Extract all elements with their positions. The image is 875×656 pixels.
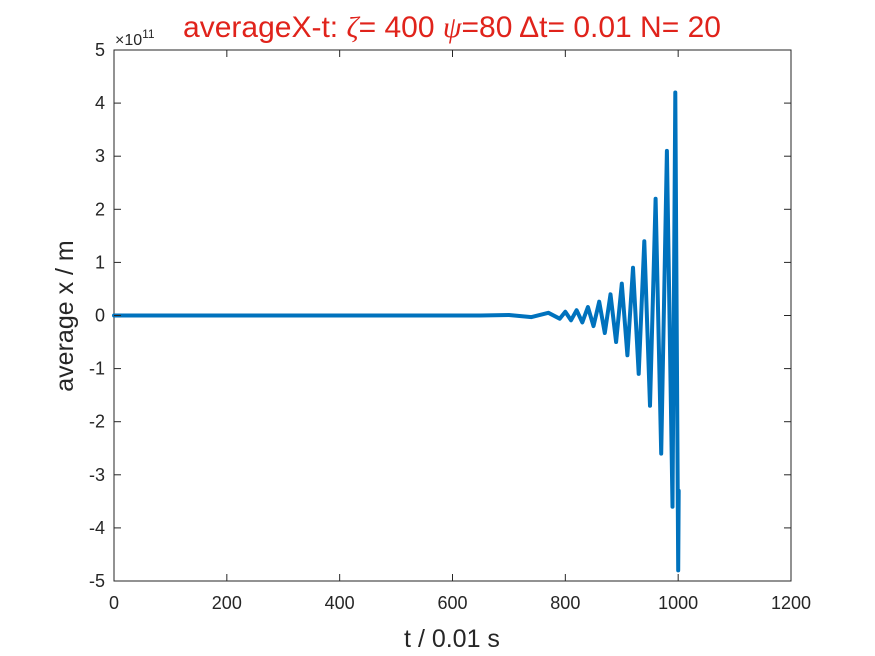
y-exponent-base: ×10 bbox=[115, 32, 142, 49]
title-delta-symbol: Δ bbox=[519, 11, 539, 44]
title-zeta-value: = 400 bbox=[359, 11, 443, 44]
y-tick-label: -3 bbox=[89, 465, 105, 485]
x-axis-title: t / 0.01 s bbox=[404, 625, 500, 653]
y-tick-label: 0 bbox=[95, 306, 105, 326]
y-tick-label: -5 bbox=[89, 571, 105, 591]
title-zeta-symbol: ζ bbox=[346, 11, 360, 44]
plot-area bbox=[112, 49, 792, 582]
axis-ticks: 0 200 400 600 800 1000 1200 -5 -4 -3 -2 -1 0 1 2 3 4 5 bbox=[89, 40, 811, 613]
y-tick-label: -2 bbox=[89, 412, 105, 432]
x-tick-label: 0 bbox=[109, 593, 119, 613]
chart-title: averageX-t: ζ= 400 ψ=80 Δt= 0.01 N= 20 bbox=[183, 11, 721, 44]
title-psi-symbol: ψ bbox=[443, 11, 463, 44]
y-axis-title: average x / m bbox=[51, 240, 79, 391]
x-tick-label: 400 bbox=[325, 593, 355, 613]
y-exponent-power: 11 bbox=[142, 27, 155, 41]
x-tick-label: 1200 bbox=[771, 593, 811, 613]
x-tick-label: 600 bbox=[437, 593, 467, 613]
y-tick-label: 5 bbox=[95, 40, 105, 60]
y-tick-label: 1 bbox=[95, 252, 105, 272]
y-tick-label: 3 bbox=[95, 146, 105, 166]
title-psi-value: =80 bbox=[462, 11, 520, 44]
x-tick-label: 200 bbox=[212, 593, 242, 613]
series-line-0 bbox=[112, 90, 681, 573]
title-rest: t= 0.01 N= 20 bbox=[539, 11, 721, 44]
y-tick-label: 4 bbox=[95, 93, 105, 113]
x-tick-label: 1000 bbox=[658, 593, 698, 613]
y-tick-label: -4 bbox=[89, 518, 105, 538]
y-tick-label: 2 bbox=[95, 199, 105, 219]
y-tick-label: -1 bbox=[89, 359, 105, 379]
y-exponent-label: ×1011 bbox=[115, 27, 155, 49]
x-tick-label: 800 bbox=[550, 593, 580, 613]
title-prefix: averageX-t: bbox=[183, 11, 346, 44]
